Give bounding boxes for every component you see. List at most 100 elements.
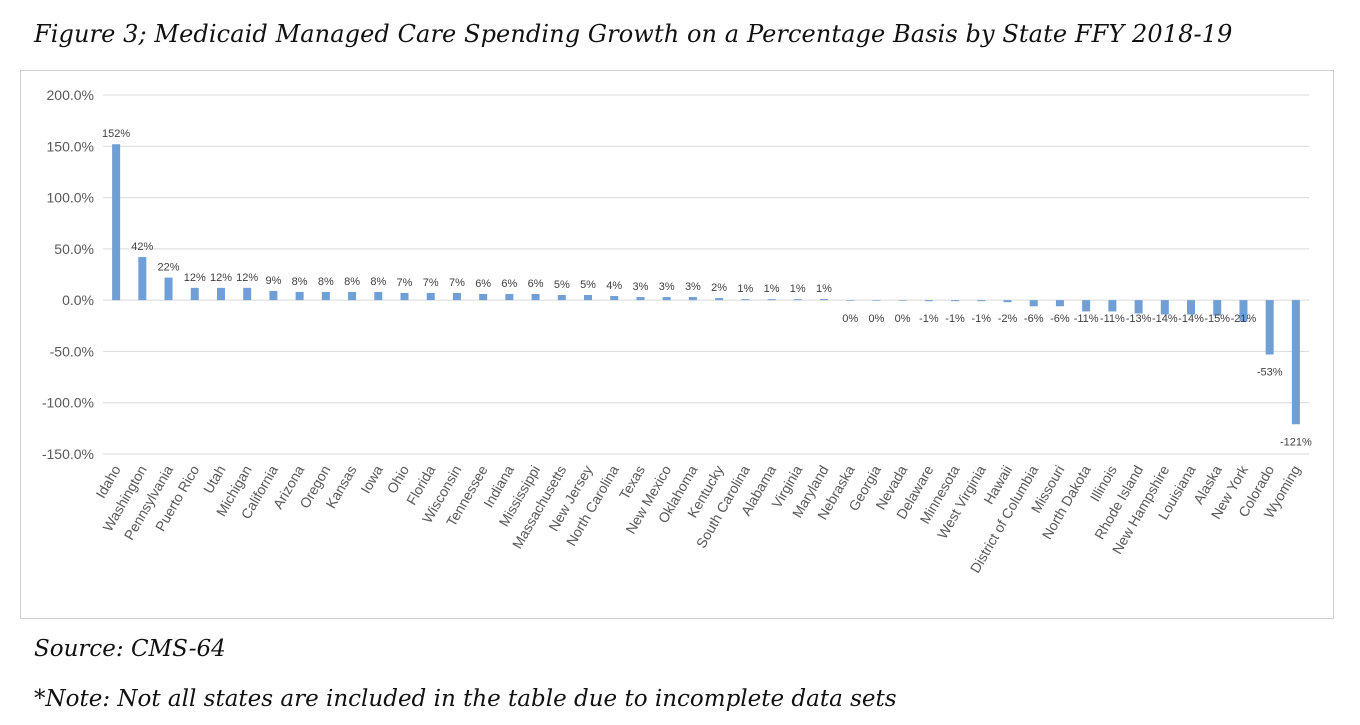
bar bbox=[321, 291, 330, 301]
data-label: -15% bbox=[1204, 313, 1230, 325]
y-tick-label: 200.0% bbox=[47, 87, 94, 103]
bar bbox=[557, 295, 566, 301]
bar bbox=[1134, 300, 1143, 314]
bar bbox=[636, 297, 645, 301]
y-tick-label: -150.0% bbox=[42, 446, 94, 462]
data-label: -1% bbox=[972, 313, 992, 325]
data-label: 0% bbox=[895, 313, 911, 325]
data-label: -1% bbox=[919, 313, 939, 325]
data-label: 7% bbox=[397, 277, 413, 289]
source-caption: Source: CMS-64 bbox=[34, 636, 226, 662]
data-label: 0% bbox=[868, 313, 884, 325]
bar bbox=[1029, 300, 1038, 307]
bar bbox=[1108, 300, 1117, 312]
data-label: 42% bbox=[131, 241, 153, 253]
category-label: Iowa bbox=[357, 462, 386, 496]
footnote: *Note: Not all states are included in th… bbox=[34, 686, 897, 712]
data-label: 2% bbox=[711, 282, 727, 294]
bar bbox=[348, 291, 357, 301]
bar bbox=[662, 297, 671, 301]
y-tick-label: 0.0% bbox=[62, 292, 94, 308]
y-tick-label: -50.0% bbox=[50, 343, 94, 359]
bar bbox=[977, 300, 986, 302]
data-label: 6% bbox=[501, 278, 517, 290]
data-labels: 152% 42% 22% 12% 12% 12% 9% 8% 8% 8% 8% 7% 7% 7% 6% 6% 6… bbox=[102, 128, 1312, 448]
bar bbox=[1082, 300, 1091, 312]
bar bbox=[216, 287, 225, 301]
data-label: -1% bbox=[945, 313, 965, 325]
data-label: -2% bbox=[998, 313, 1018, 325]
figure-title: Figure 3; Medicaid Managed Care Spending… bbox=[34, 20, 1233, 48]
data-label: -11% bbox=[1074, 313, 1099, 325]
data-label: -6% bbox=[1024, 313, 1044, 325]
bar bbox=[190, 287, 199, 301]
bar bbox=[898, 300, 907, 301]
data-label: 8% bbox=[318, 276, 334, 288]
bar bbox=[1239, 300, 1248, 322]
y-tick-label: 50.0% bbox=[54, 241, 94, 257]
bar bbox=[269, 290, 278, 301]
data-label: 3% bbox=[633, 281, 649, 293]
data-label: 8% bbox=[370, 276, 386, 288]
data-label: 7% bbox=[423, 277, 439, 289]
data-label: 1% bbox=[737, 283, 753, 295]
bar bbox=[479, 293, 488, 301]
bar bbox=[767, 299, 776, 301]
bar bbox=[1055, 300, 1064, 307]
bar bbox=[872, 300, 881, 301]
data-label: 3% bbox=[685, 281, 701, 293]
data-label: 12% bbox=[236, 272, 258, 284]
bar bbox=[1213, 300, 1222, 316]
data-label: 1% bbox=[816, 283, 832, 295]
data-label: 5% bbox=[580, 279, 596, 291]
bar bbox=[715, 298, 724, 301]
data-label: 6% bbox=[475, 278, 491, 290]
bar bbox=[819, 299, 828, 301]
bar bbox=[295, 291, 304, 301]
y-tick-label: 150.0% bbox=[47, 138, 94, 154]
bar bbox=[1291, 300, 1300, 425]
bars bbox=[112, 144, 1300, 425]
data-label: -6% bbox=[1050, 313, 1070, 325]
bar bbox=[243, 287, 252, 301]
bar bbox=[793, 299, 802, 301]
data-label: -11% bbox=[1100, 313, 1125, 325]
data-label: 152% bbox=[102, 128, 130, 140]
data-label: 1% bbox=[764, 283, 780, 295]
bar bbox=[400, 292, 409, 301]
bar-chart: 200.0% 150.0% 100.0% 50.0% 0.0% -50.0% -100.0%… bbox=[42, 87, 1312, 576]
bar bbox=[1003, 300, 1012, 303]
bar bbox=[951, 300, 960, 302]
bar bbox=[112, 144, 121, 301]
data-label: 5% bbox=[554, 279, 570, 291]
data-label: 8% bbox=[292, 276, 308, 288]
data-label: 3% bbox=[659, 281, 675, 293]
data-label: 1% bbox=[790, 283, 806, 295]
data-label: -121% bbox=[1280, 436, 1312, 448]
bar bbox=[374, 291, 383, 301]
y-axis-tick-labels: 200.0% 150.0% 100.0% 50.0% 0.0% -50.0% -100.0%… bbox=[42, 87, 94, 462]
bar bbox=[164, 277, 173, 301]
bar bbox=[688, 297, 697, 301]
bar bbox=[584, 295, 593, 301]
bar bbox=[1265, 300, 1274, 355]
bar bbox=[505, 293, 514, 301]
data-label: 6% bbox=[528, 278, 544, 290]
y-tick-label: 100.0% bbox=[47, 190, 94, 206]
data-label: -14% bbox=[1152, 313, 1178, 325]
bar bbox=[924, 300, 933, 302]
bar bbox=[846, 300, 855, 301]
bar bbox=[1160, 300, 1169, 315]
data-label: 9% bbox=[265, 275, 281, 287]
data-label: 0% bbox=[842, 313, 858, 325]
bar bbox=[138, 257, 147, 301]
data-label: 12% bbox=[184, 272, 206, 284]
data-label: 8% bbox=[344, 276, 360, 288]
bar bbox=[531, 293, 540, 301]
bar bbox=[426, 292, 435, 301]
data-label: 7% bbox=[449, 277, 465, 289]
data-label: -21% bbox=[1231, 313, 1257, 325]
bar bbox=[610, 296, 619, 301]
data-label: 4% bbox=[606, 280, 622, 292]
